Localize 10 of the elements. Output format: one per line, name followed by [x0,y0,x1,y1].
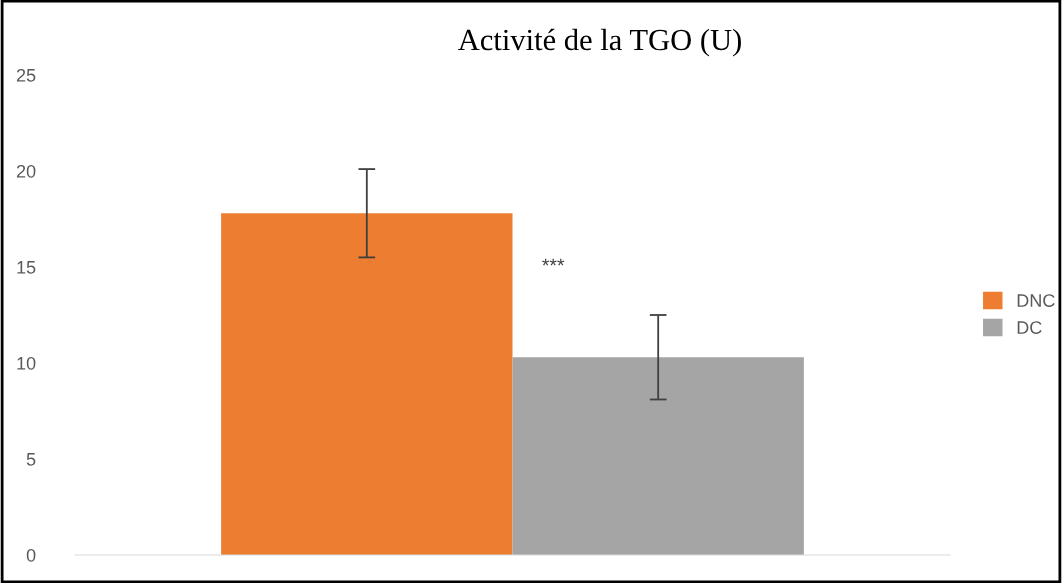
legend-label: DC [1017,321,1042,334]
y-tick-label: 5 [26,453,36,466]
y-tick-label: 0 [26,548,36,562]
annotation: *** [542,258,565,266]
y-tick-label: 20 [16,164,36,178]
chart-title: Activité de la TGO (U) [458,28,741,57]
legend-label: DNC [1017,294,1055,307]
y-tick-label: 10 [17,356,36,370]
y-tick-label: 25 [16,68,36,82]
y-tick-label: 15 [17,261,36,274]
